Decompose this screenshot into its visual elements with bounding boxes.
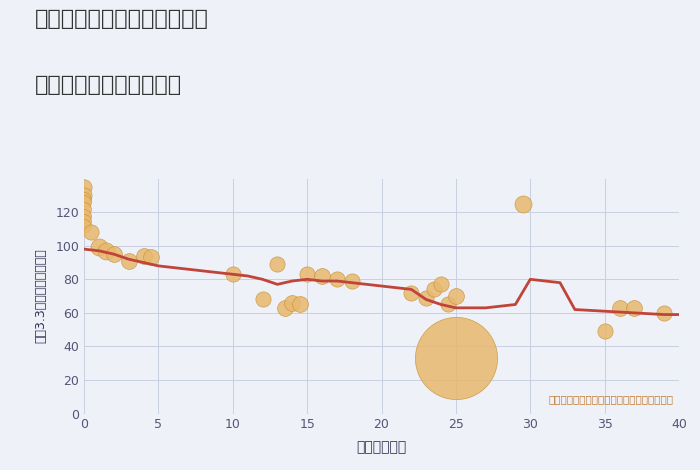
Text: 兵庫県宝塚市南ひばりガ丘の: 兵庫県宝塚市南ひばりガ丘の — [35, 9, 209, 30]
Y-axis label: 坪（3.3㎡）単価（万円）: 坪（3.3㎡）単価（万円） — [34, 249, 47, 344]
Point — [517, 200, 528, 208]
Point — [599, 328, 610, 335]
Point — [78, 195, 90, 203]
Point — [108, 251, 119, 258]
Point — [78, 217, 90, 224]
Text: 円の大きさは、取引のあった物件面積を示す: 円の大きさは、取引のあった物件面積を示す — [548, 394, 673, 404]
Point — [78, 205, 90, 212]
Point — [331, 275, 342, 283]
Point — [78, 183, 90, 191]
Text: 築年数別中古戸建て価格: 築年数別中古戸建て価格 — [35, 75, 182, 95]
Point — [302, 271, 313, 278]
Point — [450, 354, 461, 362]
Point — [421, 294, 432, 302]
Point — [272, 260, 283, 268]
Point — [450, 292, 461, 300]
Point — [428, 286, 439, 293]
Point — [86, 228, 97, 236]
Point — [316, 272, 328, 280]
Point — [227, 271, 238, 278]
Point — [78, 198, 90, 206]
X-axis label: 築年数（年）: 築年数（年） — [356, 440, 407, 454]
Point — [78, 222, 90, 229]
Point — [287, 299, 298, 306]
Point — [443, 301, 454, 308]
Point — [406, 289, 417, 297]
Point — [435, 281, 447, 288]
Point — [93, 243, 104, 251]
Point — [279, 304, 290, 312]
Point — [257, 296, 268, 303]
Point — [614, 304, 625, 312]
Point — [101, 247, 112, 255]
Point — [659, 309, 670, 317]
Point — [123, 257, 134, 265]
Point — [78, 192, 90, 199]
Point — [629, 304, 640, 312]
Point — [146, 254, 157, 261]
Point — [294, 301, 305, 308]
Point — [346, 277, 357, 285]
Point — [138, 252, 149, 259]
Point — [78, 212, 90, 219]
